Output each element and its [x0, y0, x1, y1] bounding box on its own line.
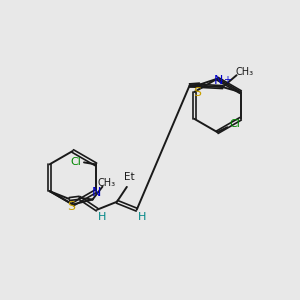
Text: CH₃: CH₃ [97, 178, 116, 188]
Text: H: H [137, 212, 146, 222]
Text: S: S [68, 200, 75, 214]
Text: N: N [214, 74, 224, 87]
Text: Cl: Cl [70, 158, 82, 167]
Text: Cl: Cl [230, 119, 241, 129]
Text: S: S [194, 86, 202, 99]
Text: CH₃: CH₃ [236, 67, 253, 77]
Text: Et: Et [124, 172, 135, 182]
Text: +: + [223, 75, 231, 85]
Text: N: N [92, 186, 101, 199]
Text: H: H [98, 212, 106, 222]
